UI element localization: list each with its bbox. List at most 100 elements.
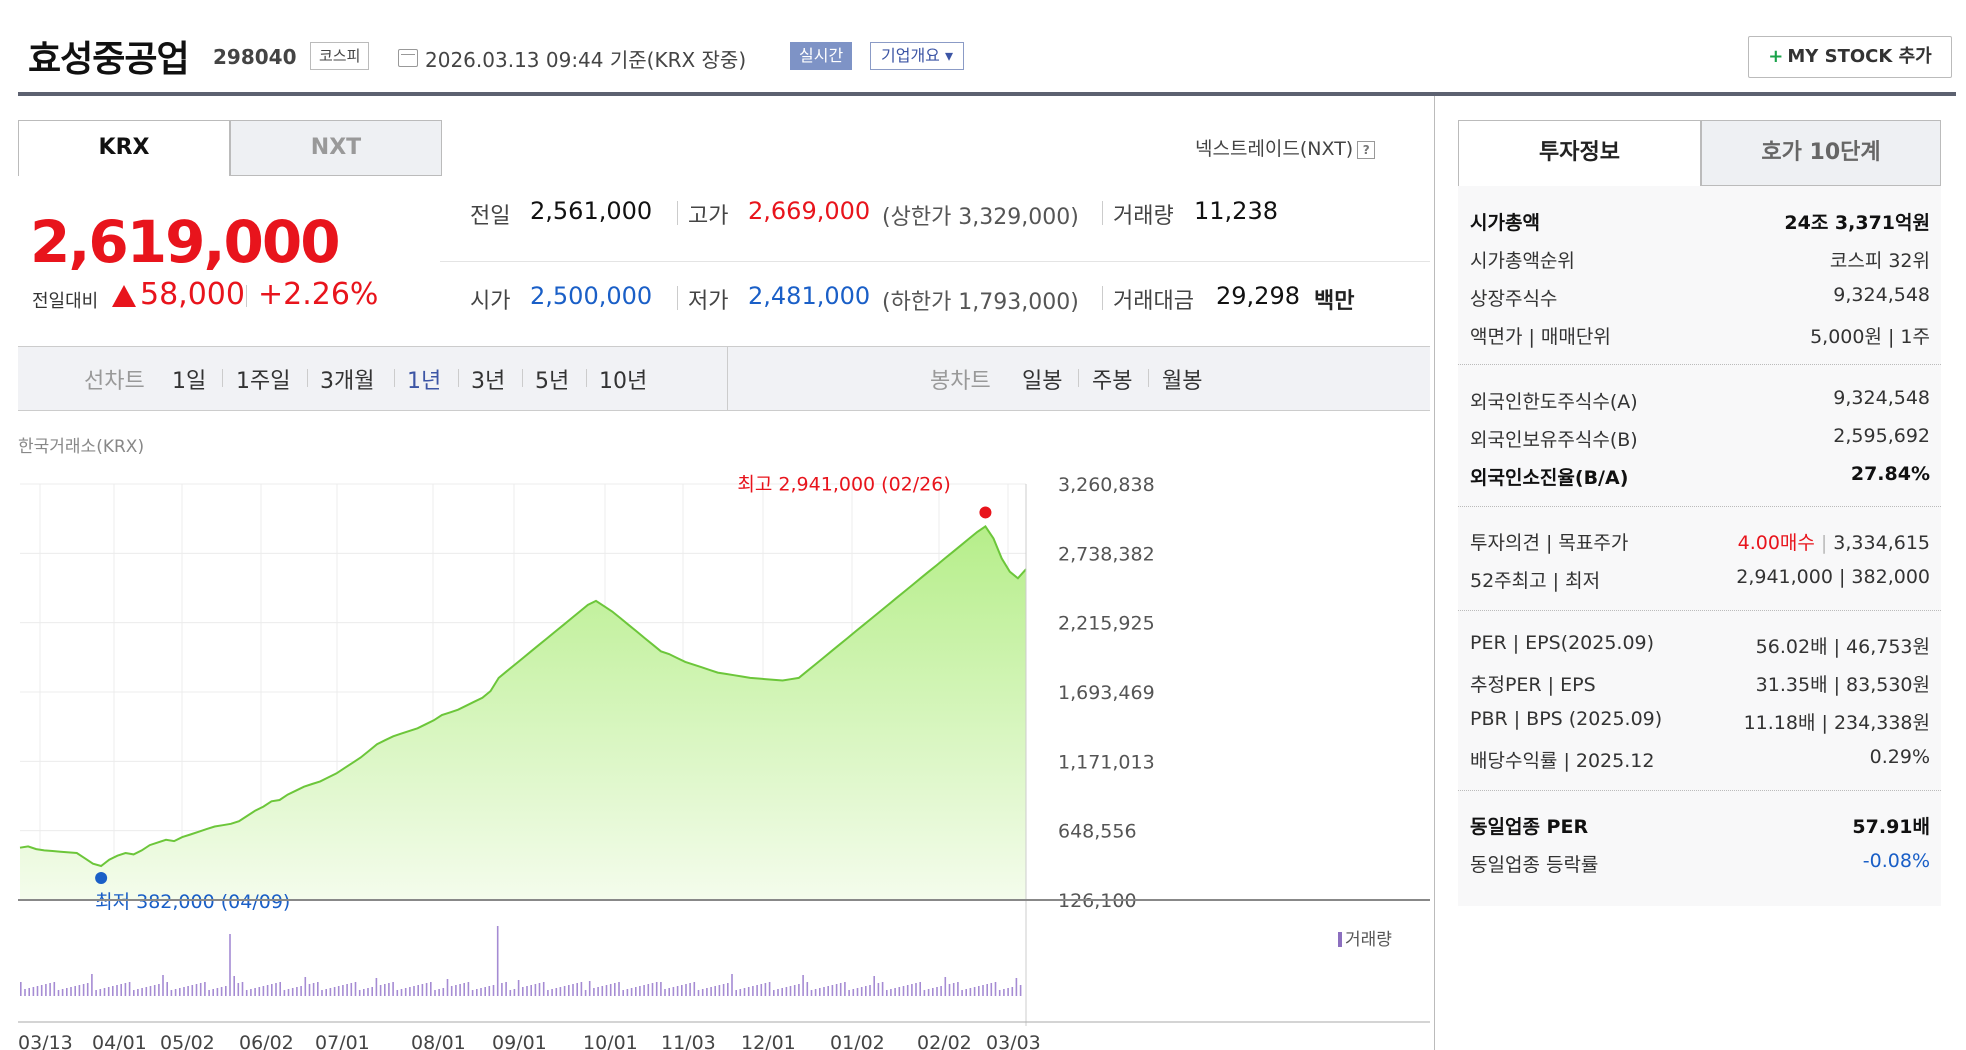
volume-bar — [693, 982, 696, 996]
invest-info-panel — [1458, 186, 1941, 906]
volume-bar — [739, 989, 742, 996]
volume-bar — [605, 985, 608, 996]
company-overview-dropdown[interactable]: 기업개요 ▾ — [870, 42, 964, 70]
volume-bar — [484, 987, 486, 996]
volume-bar — [936, 987, 938, 996]
volume-bar — [455, 985, 457, 996]
volume-bar — [1015, 978, 1018, 996]
volume-bar — [852, 989, 855, 996]
volume-bar — [476, 989, 478, 996]
candle-weekly[interactable]: 주봉 — [1092, 369, 1133, 394]
max-point — [979, 506, 992, 519]
candle-monthly[interactable]: 월봉 — [1162, 369, 1203, 394]
nextrade-link[interactable]: 넥스트레이드(NXT)? — [1195, 134, 1376, 161]
volume-bar — [28, 988, 30, 996]
volume-bar — [827, 986, 829, 996]
add-my-stock-button[interactable]: + MY STOCK 추가 — [1748, 36, 1952, 78]
volume-bar — [630, 988, 633, 996]
y-tick-label: 1,171,013 — [1058, 751, 1155, 773]
volume-bar — [166, 982, 168, 996]
divider — [1148, 369, 1149, 387]
volume-bar — [588, 981, 591, 996]
y-tick-label: 2,215,925 — [1058, 613, 1155, 635]
volume-bar — [923, 990, 926, 996]
volume-bar — [998, 990, 1001, 996]
divider — [677, 286, 678, 310]
divider — [394, 369, 395, 387]
volume-bar — [245, 990, 248, 996]
divider: | — [1820, 532, 1828, 554]
info-value: 11.18배 | 234,338원 — [1743, 712, 1930, 734]
info-label: 동일업종 PER — [1470, 816, 1589, 838]
period-10y[interactable]: 10년 — [599, 369, 648, 394]
period-1d[interactable]: 1일 — [172, 369, 207, 394]
volume-bar — [20, 982, 22, 996]
volume-bar — [480, 988, 482, 996]
volume-bar — [886, 990, 888, 996]
volume-bar — [551, 989, 553, 996]
tab-invest-info[interactable]: 투자정보 — [1458, 120, 1701, 186]
divider — [677, 201, 678, 225]
volume-bar — [898, 987, 901, 996]
volume-bar — [346, 984, 348, 996]
candle-daily[interactable]: 일봉 — [1022, 369, 1063, 394]
info-label: 시가총액순위 — [1470, 250, 1575, 272]
volume-bar — [354, 982, 357, 996]
lower-limit: (하한가 1,793,000) — [882, 290, 1079, 315]
volume-bar — [760, 984, 763, 996]
volume-bar — [961, 990, 963, 996]
volume-bar — [622, 990, 624, 996]
volume-bar — [329, 988, 332, 996]
volume-bar — [727, 983, 729, 996]
tab-nxt[interactable]: NXT — [230, 120, 442, 176]
current-price: 2,619,000 — [30, 208, 341, 276]
volume-bar — [32, 987, 35, 996]
period-3m[interactable]: 3개월 — [320, 369, 375, 394]
divider — [1078, 369, 1079, 387]
change-percent: +2.26% — [258, 277, 379, 312]
volume-bar — [881, 982, 884, 996]
y-tick-label: 2,738,382 — [1058, 543, 1155, 565]
realtime-button[interactable]: 실시간 — [790, 42, 853, 70]
prev-close-value: 2,561,000 — [530, 197, 653, 225]
volume-bar — [208, 990, 210, 996]
period-3y[interactable]: 3년 — [471, 369, 506, 394]
volume-bar — [651, 983, 654, 996]
help-icon[interactable]: ? — [1357, 140, 1376, 159]
volume-bar — [191, 985, 194, 996]
volume-bar — [388, 983, 390, 996]
price-chart[interactable]: 3,260,838 2,738,382 2,215,925 1,693,469 1,17… — [18, 466, 1430, 1050]
volume-bar — [957, 982, 959, 996]
target-price-value: 3,334,615 — [1833, 532, 1930, 554]
tab-orderbook[interactable]: 호가 10단계 — [1701, 120, 1941, 186]
upper-limit: (상한가 3,329,000) — [882, 205, 1079, 230]
volume-bar — [655, 982, 658, 996]
divider — [727, 346, 728, 411]
volume-bar — [781, 988, 783, 996]
divider — [1102, 286, 1103, 310]
tab-krx[interactable]: KRX — [18, 120, 230, 176]
volume-bar — [271, 984, 273, 996]
info-label: 상장주식수 — [1470, 288, 1558, 310]
volume-bar — [894, 988, 896, 996]
stock-name: 효성중공업 — [28, 39, 190, 80]
volume-bar — [258, 987, 261, 996]
volume-bar — [902, 986, 905, 996]
info-row: 시가총액 24조 3,371억원 — [1470, 208, 1930, 238]
divider — [1102, 201, 1103, 225]
volume-bar — [212, 989, 214, 996]
info-label: 외국인한도주식수(A) — [1470, 391, 1638, 413]
x-tick-label: 07/01 — [315, 1032, 370, 1050]
line-chart-label: 선차트 — [84, 369, 145, 394]
info-row: 외국인보유주식수(B) 2,595,692 — [1470, 425, 1930, 455]
info-value: 0.29% — [1869, 746, 1930, 768]
period-5y[interactable]: 5년 — [535, 369, 570, 394]
period-1w[interactable]: 1주일 — [236, 369, 291, 394]
period-1y[interactable]: 1년 — [407, 369, 442, 394]
volume-bar — [919, 982, 921, 996]
volume-bar — [530, 985, 532, 996]
volume-bar — [266, 985, 269, 996]
volume-bar — [467, 982, 470, 996]
volume-bar — [91, 974, 93, 996]
x-tick-label: 08/01 — [411, 1032, 466, 1050]
